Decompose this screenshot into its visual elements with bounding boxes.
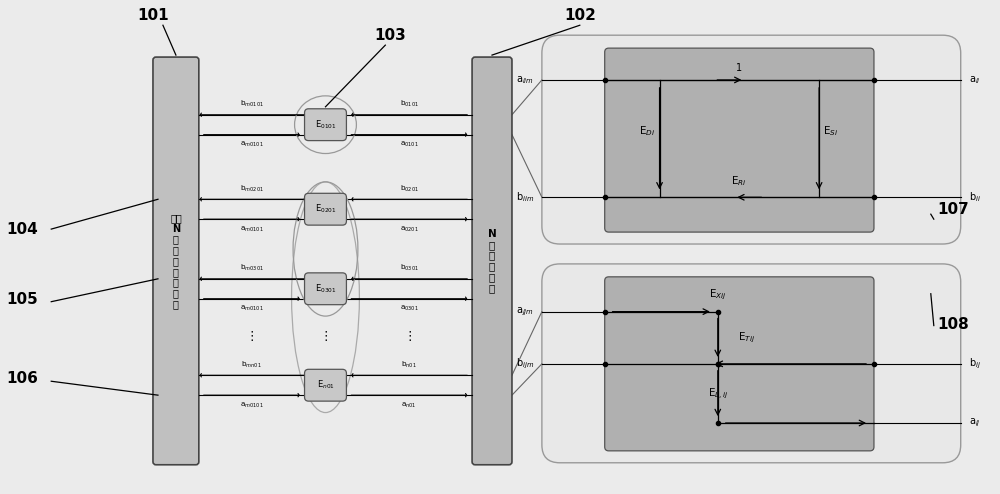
FancyBboxPatch shape [605, 277, 874, 451]
Text: E$_{Ri}$: E$_{Ri}$ [731, 174, 747, 188]
Text: E$_{0201}$: E$_{0201}$ [315, 203, 336, 215]
FancyBboxPatch shape [542, 35, 961, 244]
FancyBboxPatch shape [305, 370, 346, 401]
Text: b$_{ijm}$: b$_{ijm}$ [516, 357, 534, 371]
Text: 106: 106 [6, 371, 38, 386]
Text: 103: 103 [374, 28, 406, 43]
Text: 理想
N
端
口
网
络
分
析
仪: 理想 N 端 口 网 络 分 析 仪 [170, 213, 182, 309]
Text: a$_{m0101}$: a$_{m0101}$ [240, 140, 264, 149]
Text: 108: 108 [937, 317, 969, 331]
Text: ⋮: ⋮ [245, 330, 258, 343]
Text: E$_{Di}$: E$_{Di}$ [639, 124, 656, 137]
Text: b$_{m0301}$: b$_{m0301}$ [240, 263, 264, 273]
Text: a$_{iim}$: a$_{iim}$ [516, 74, 534, 86]
Text: E$_{Si}$: E$_{Si}$ [823, 124, 839, 137]
Text: b$_{ij}$: b$_{ij}$ [969, 357, 981, 371]
Text: a$_{jjm}$: a$_{jjm}$ [516, 305, 534, 318]
FancyBboxPatch shape [605, 48, 874, 232]
FancyBboxPatch shape [305, 273, 346, 305]
FancyBboxPatch shape [542, 264, 961, 463]
Text: E$_{Tij}$: E$_{Tij}$ [738, 330, 755, 345]
Text: a$_{ij}$: a$_{ij}$ [969, 417, 981, 429]
Text: a$_{ii}$: a$_{ii}$ [969, 74, 981, 86]
Text: a$_{m0101}$: a$_{m0101}$ [240, 225, 264, 234]
Text: ⋮: ⋮ [403, 330, 416, 343]
Text: a$_{0201}$: a$_{0201}$ [400, 225, 419, 234]
Text: 102: 102 [564, 8, 596, 23]
Text: 101: 101 [137, 8, 169, 23]
Text: E$_{0101}$: E$_{0101}$ [315, 119, 336, 131]
Text: E$_{n01}$: E$_{n01}$ [317, 379, 334, 391]
Text: E$_{0301}$: E$_{0301}$ [315, 283, 336, 295]
Text: 107: 107 [937, 202, 969, 217]
Text: b$_{0201}$: b$_{0201}$ [400, 184, 419, 194]
Text: b$_{mn01}$: b$_{mn01}$ [241, 360, 262, 370]
Text: b$_{m0101}$: b$_{m0101}$ [240, 99, 264, 109]
FancyBboxPatch shape [472, 57, 512, 465]
Text: 104: 104 [6, 222, 38, 237]
Text: b$_{0101}$: b$_{0101}$ [400, 99, 419, 109]
Text: a$_{m0101}$: a$_{m0101}$ [240, 401, 264, 410]
Text: a$_{0101}$: a$_{0101}$ [400, 140, 419, 149]
Text: E$_{L,ij}$: E$_{L,ij}$ [708, 386, 728, 401]
FancyBboxPatch shape [305, 193, 346, 225]
Text: E$_{Xij}$: E$_{Xij}$ [709, 288, 727, 302]
Text: b$_{m0201}$: b$_{m0201}$ [240, 184, 264, 194]
Text: a$_{m0101}$: a$_{m0101}$ [240, 304, 264, 313]
Text: b$_{ii}$: b$_{ii}$ [969, 190, 981, 204]
FancyBboxPatch shape [153, 57, 199, 465]
Text: N
端
口
被
测
件: N 端 口 被 测 件 [488, 229, 496, 293]
Text: b$_{n01}$: b$_{n01}$ [401, 360, 417, 370]
Text: a$_{n01}$: a$_{n01}$ [401, 401, 417, 410]
FancyBboxPatch shape [305, 109, 346, 141]
Text: b$_{0301}$: b$_{0301}$ [400, 263, 419, 273]
Text: b$_{iim}$: b$_{iim}$ [516, 190, 534, 204]
Text: 1: 1 [736, 63, 742, 73]
Text: 105: 105 [6, 291, 38, 307]
Text: a$_{0301}$: a$_{0301}$ [400, 304, 419, 313]
Text: ⋮: ⋮ [319, 330, 332, 343]
